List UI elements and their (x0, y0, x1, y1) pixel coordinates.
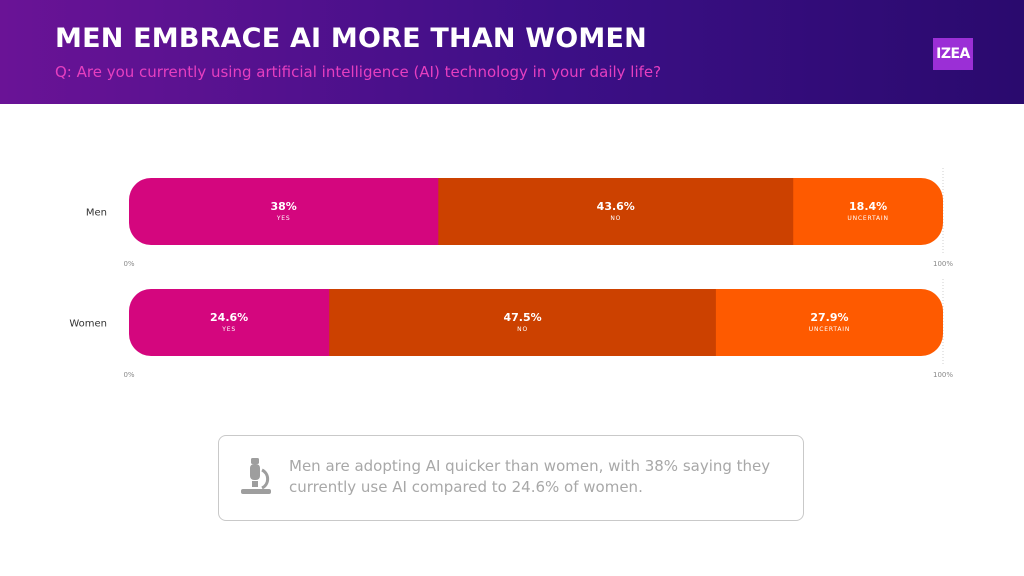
survey-question: Q: Are you currently using artificial in… (55, 63, 662, 81)
series-label-men-uncertain: UNCERTAIN (847, 215, 888, 222)
bar-women-no (329, 289, 717, 356)
bar-men-no (438, 178, 794, 245)
row-label-women: Women (69, 319, 107, 330)
bar-men-uncertain (793, 178, 943, 245)
series-label-women-yes: YES (221, 326, 236, 333)
value-label-men-uncertain: 18.4% (849, 200, 887, 213)
value-label-women-yes: 24.6% (210, 311, 248, 324)
tick-label-0: 0% (123, 371, 134, 379)
bar-women-uncertain (715, 289, 943, 356)
izea-logo: IZEA (933, 38, 973, 70)
tick-label-100: 100% (933, 371, 953, 379)
stacked-bar-chart: Men 38% YES 43.6% NO 18.4% UNCERTAIN 0% 100% Wome… (69, 168, 953, 379)
value-label-women-uncertain: 27.9% (810, 311, 848, 324)
series-label-men-yes: YES (276, 215, 291, 222)
insight-text: Men are adopting AI quicker than women, … (289, 457, 771, 496)
bar-men-yes (129, 178, 439, 245)
value-label-men-yes: 38% (270, 200, 296, 213)
insight-callout: Men are adopting AI quicker than women, … (218, 435, 804, 521)
value-label-men-no: 43.6% (597, 200, 635, 213)
series-label-women-uncertain: UNCERTAIN (809, 326, 850, 333)
bar-women-yes (129, 289, 330, 356)
page-title: MEN EMBRACE AI MORE THAN WOMEN (55, 23, 647, 54)
microscope-icon (241, 458, 271, 494)
series-label-women-no: NO (517, 326, 528, 333)
series-label-men-no: NO (610, 215, 621, 222)
tick-label-100: 100% (933, 260, 953, 268)
row-label-men: Men (86, 208, 107, 219)
header-banner: MEN EMBRACE AI MORE THAN WOMEN Q: Are yo… (0, 0, 1024, 104)
tick-label-0: 0% (123, 260, 134, 268)
value-label-women-no: 47.5% (503, 311, 541, 324)
